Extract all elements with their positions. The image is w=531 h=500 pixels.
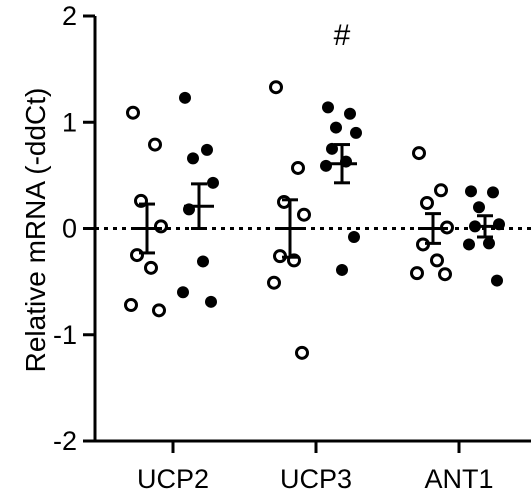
y-axis-label-wrap: Relative mRNA (-ddCt)	[20, 88, 51, 373]
y-tick-label: -2	[53, 426, 77, 456]
data-point-open	[291, 160, 305, 175]
data-point-filled	[348, 231, 360, 243]
data-point-open	[430, 253, 444, 268]
y-axis-label: Relative mRNA (-ddCt)	[20, 88, 51, 373]
y-tick-label: 2	[62, 1, 77, 31]
data-point-open	[126, 105, 140, 120]
data-point-filled	[177, 286, 189, 299]
data-point-filled	[330, 121, 342, 134]
data-point-open	[420, 196, 434, 210]
data-point-filled	[344, 107, 356, 120]
data-point-filled	[473, 201, 485, 214]
significance-marker: #	[334, 19, 351, 52]
data-point-open	[410, 266, 424, 281]
data-point-filled	[320, 159, 332, 172]
data-point-filled	[201, 143, 213, 156]
error-bars	[132, 143, 500, 259]
data-point-filled	[483, 237, 495, 250]
data-point-open	[130, 248, 144, 263]
data-point-filled	[207, 176, 219, 189]
data-point-open	[297, 207, 311, 222]
data-point-open	[152, 303, 166, 318]
data-point-filled	[187, 152, 199, 165]
data-point-open	[412, 146, 426, 161]
data-point-filled	[350, 126, 362, 139]
x-tick-label: UCP3	[280, 464, 352, 494]
x-tick-label: ANT1	[424, 464, 493, 494]
data-point-open	[269, 80, 283, 95]
data-point-filled	[322, 101, 334, 114]
data-point-open	[124, 298, 138, 312]
y-tick-label: 0	[62, 214, 77, 244]
data-point-filled	[197, 255, 209, 268]
data-point-filled	[463, 238, 475, 251]
data-point-open	[154, 219, 168, 234]
data-point-open	[295, 345, 309, 360]
axes: 2 1 0 -1 -2 UCP2 UCP3 ANT1	[53, 1, 531, 494]
data-point-filled	[336, 263, 348, 276]
data-point-open	[148, 137, 162, 152]
x-tick-label: UCP2	[137, 464, 209, 494]
data-point-filled	[465, 185, 477, 198]
annotations: #	[334, 19, 351, 52]
data-point-filled	[179, 91, 191, 104]
data-point-open	[434, 183, 448, 198]
data-point-filled	[487, 186, 499, 199]
data-point-open	[144, 260, 158, 275]
y-tick-label: -1	[53, 320, 77, 350]
y-tick-label: 1	[62, 107, 77, 137]
data-point-filled	[491, 274, 503, 287]
data-point-filled	[205, 295, 217, 308]
data-point-open	[438, 267, 452, 282]
data-points	[124, 80, 505, 360]
data-point-open	[277, 194, 291, 209]
data-point-open	[267, 275, 281, 290]
data-point-filled	[493, 218, 505, 231]
